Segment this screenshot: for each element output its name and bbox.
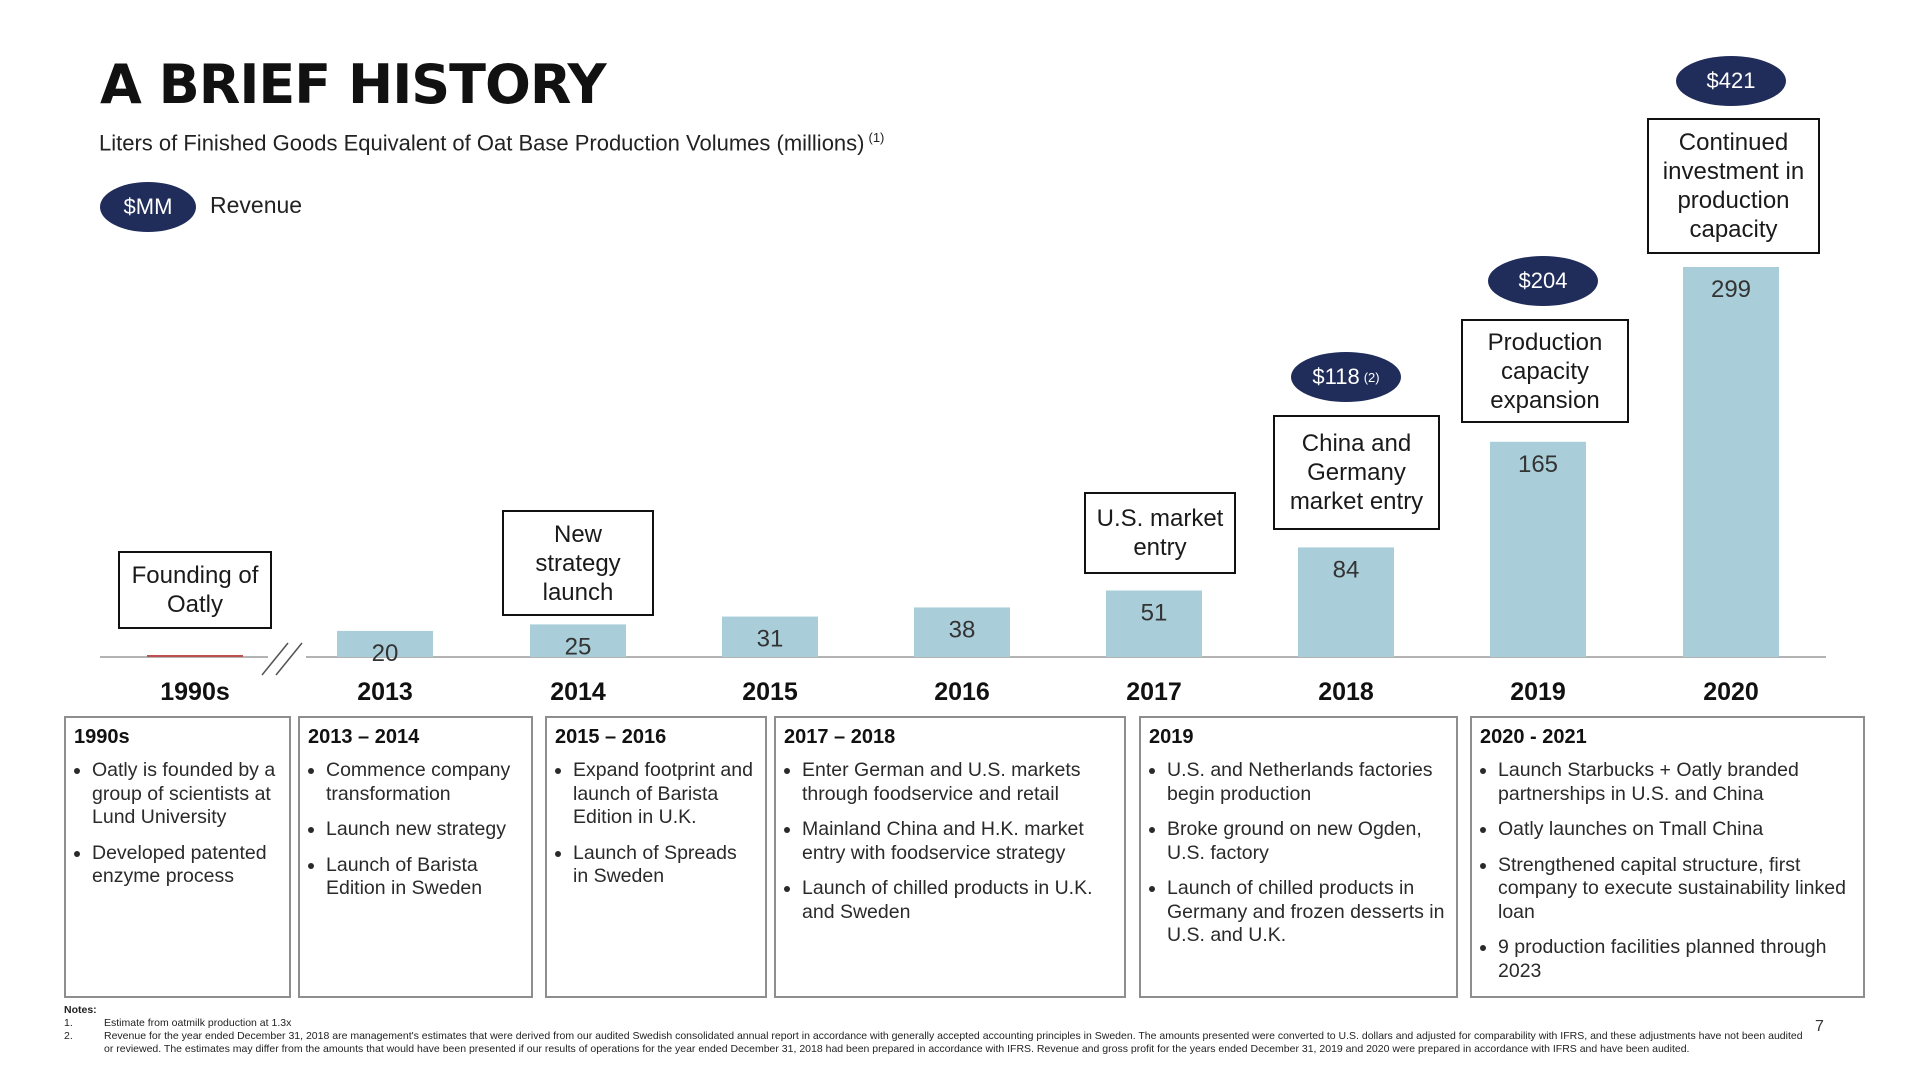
x-tick-label: 2018 [1318, 678, 1374, 706]
milestone-2020: Continued investment in production capac… [1647, 118, 1820, 254]
revenue-pill-2019: $204 [1488, 256, 1598, 306]
x-tick-label: 2013 [357, 678, 413, 706]
chart-subtitle: Liters of Finished Goods Equivalent of O… [99, 130, 884, 156]
legend-revenue-pill: $MM [100, 182, 196, 232]
revenue-pill-2018: $118 (2) [1291, 352, 1401, 402]
timeline-bullets: Expand footprint and launch of Barista E… [555, 759, 757, 889]
timeline-bullets: U.S. and Netherlands factories begin pro… [1149, 759, 1448, 948]
timeline-panel-title: 2013 – 2014 [308, 726, 420, 748]
footnote-number: 2. [64, 1030, 73, 1042]
timeline-panel: 2019 U.S. and Netherlands factories begin… [1139, 716, 1458, 998]
legend-revenue-label: Revenue [210, 192, 303, 218]
bar-2020 [1683, 267, 1779, 657]
timeline-panel-title: 2019 [1149, 726, 1194, 748]
revenue-value: $204 [1518, 268, 1568, 293]
timeline-bullet: U.S. and Netherlands factories begin pro… [1167, 759, 1448, 806]
x-tick-label: 2014 [550, 678, 606, 706]
revenue-value: $421 [1706, 68, 1756, 93]
subtitle-footnote-ref: (1) [868, 130, 885, 145]
bar-value-label: 20 [372, 640, 399, 667]
timeline-bullet: Developed patented enzyme process [92, 842, 281, 889]
bar-value-label: 84 [1333, 556, 1360, 583]
timeline-panel-title: 2017 – 2018 [784, 726, 896, 748]
bar-value-label: 299 [1711, 276, 1751, 303]
x-tick-label: 2017 [1126, 678, 1182, 706]
bar-2017 [1106, 590, 1202, 657]
revenue-footnote-ref: (2) [1363, 369, 1380, 385]
bar-2018 [1298, 547, 1394, 657]
timeline-bullet: Oatly is founded by a group of scientist… [92, 759, 281, 830]
milestone-2019: Production capacity expansion [1461, 319, 1629, 423]
timeline-bullet: Launch of chilled products in Germany an… [1167, 877, 1448, 948]
timeline-bullets: Enter German and U.S. markets through fo… [784, 759, 1116, 924]
timeline-bullet: Launch new strategy [326, 818, 523, 842]
x-tick-label: 1990s [160, 678, 230, 706]
timeline-panel: 2013 – 2014 Commence company transformati… [298, 716, 533, 998]
timeline-panel: 2017 – 2018 Enter German and U.S. markets… [774, 716, 1126, 998]
milestone-2017: U.S. market entry [1084, 492, 1236, 574]
timeline-bullet: Strengthened capital structure, first co… [1498, 854, 1855, 925]
timeline-panel: 1990s Oatly is founded by a group of scie… [64, 716, 291, 998]
bar-value-label: 51 [1141, 599, 1168, 626]
timeline-panel: 2015 – 2016 Expand footprint and launch o… [545, 716, 767, 998]
timeline-panel-title: 2015 – 2016 [555, 726, 667, 748]
timeline-bullet: Mainland China and H.K. market entry wit… [802, 818, 1116, 865]
footnote-1: 1. Estimate from oatmilk production at 1… [64, 1017, 1804, 1030]
timeline-bullet: Expand footprint and launch of Barista E… [573, 759, 757, 830]
footnotes-heading: Notes: [64, 1004, 97, 1016]
timeline-bullets: Oatly is founded by a group of scientist… [74, 759, 281, 889]
timeline-bullet: 9 production facilities planned through … [1498, 936, 1855, 983]
timeline-bullet: Launch of Spreads in Sweden [573, 842, 757, 889]
bar-value-label: 25 [565, 633, 592, 660]
revenue-pill-2020: $421 [1676, 56, 1786, 106]
bar-2019 [1490, 441, 1586, 657]
timeline-bullet: Enter German and U.S. markets through fo… [802, 759, 1116, 806]
bar-2015 [722, 616, 818, 657]
timeline-bullet: Launch of Barista Edition in Sweden [326, 854, 523, 901]
bar-2016 [914, 607, 1010, 657]
revenue-value: $118 [1312, 364, 1360, 389]
footnote-text: Revenue for the year ended December 31, … [104, 1030, 1803, 1055]
x-tick-label: 2020 [1703, 678, 1759, 706]
timeline-bullet: Oatly launches on Tmall China [1498, 818, 1855, 842]
footnotes: Notes: 1. Estimate from oatmilk producti… [64, 1004, 1804, 1056]
subtitle-text: Liters of Finished Goods Equivalent of O… [99, 130, 865, 156]
bar-value-label: 31 [757, 626, 784, 653]
timeline-bullet: Launch of chilled products in U.K. and S… [802, 877, 1116, 924]
timeline-bullets: Launch Starbucks + Oatly branded partner… [1480, 759, 1855, 983]
timeline-bullet: Launch Starbucks + Oatly branded partner… [1498, 759, 1855, 806]
timeline-bullet: Commence company transformation [326, 759, 523, 806]
timeline-bullet: Broke ground on new Ogden, U.S. factory [1167, 818, 1448, 865]
production-volume-chart: 1990s 20 2013 25 2014 31 2015 38 2016 51 2017 84 201… [100, 267, 1826, 706]
timeline-panel: 2020 - 2021 Launch Starbucks + Oatly bran… [1470, 716, 1865, 998]
axis-break-mark [261, 642, 289, 676]
x-tick-label: 2015 [742, 678, 798, 706]
timeline-bullets: Commence company transformation Launch ne… [308, 759, 523, 901]
page-number: 7 [1815, 1018, 1824, 1035]
bar-value-label: 38 [949, 616, 976, 643]
timeline-panel-title: 2020 - 2021 [1480, 726, 1587, 748]
footnote-number: 1. [64, 1017, 73, 1029]
milestone-2014: New strategy launch [502, 510, 654, 616]
footnote-2: 2. Revenue for the year ended December 3… [64, 1030, 1804, 1056]
footnote-text: Estimate from oatmilk production at 1.3x [104, 1017, 292, 1029]
timeline-panel-title: 1990s [74, 726, 130, 748]
axis-break-mark [275, 642, 303, 676]
bar-2014 [530, 624, 626, 657]
page-title: A BRIEF HISTORY [100, 53, 607, 116]
milestone-1990s: Founding of Oatly [118, 551, 272, 629]
bar-value-label: 165 [1518, 451, 1558, 478]
x-tick-label: 2019 [1510, 678, 1566, 706]
bar-2013 [337, 630, 433, 657]
x-tick-label: 2016 [934, 678, 990, 706]
milestone-2018: China and Germany market entry [1273, 415, 1440, 530]
